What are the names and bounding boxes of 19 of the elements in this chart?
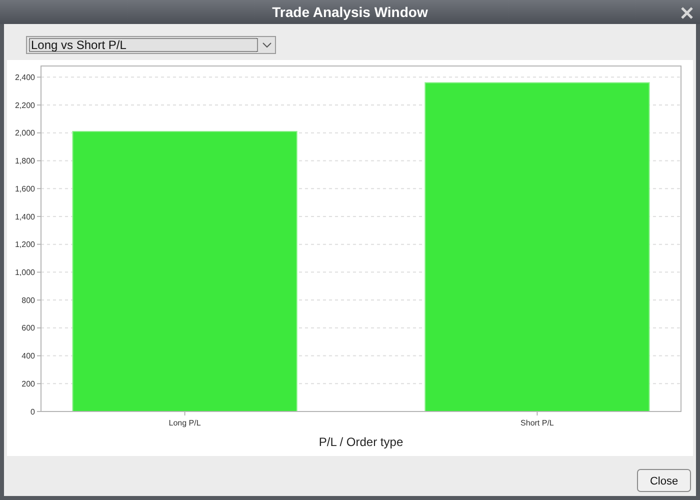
y-tick-label: 1,200: [14, 240, 36, 250]
x-tick-label: Short P/L: [520, 418, 554, 428]
y-tick-label: 1,800: [14, 156, 36, 166]
y-tick-label: 1,600: [14, 184, 36, 194]
chart-title: Trade Analysis Window: [272, 4, 428, 20]
y-tick-label: 2,000: [14, 128, 36, 138]
chart-subtitle: Long vs Short P/L: [31, 38, 127, 52]
y-tick-label: 200: [22, 379, 36, 388]
y-tick-label: 1,000: [14, 268, 36, 277]
y-tick-label: 400: [22, 352, 36, 361]
text: Close: [650, 476, 678, 488]
y-tick-label: 800: [22, 296, 36, 305]
y-tick-label: 1,400: [14, 212, 36, 222]
y-tick-label: 600: [22, 324, 36, 333]
y-tick-label: 2,200: [14, 100, 36, 110]
x-axis-title: P/L / Order type: [318, 435, 404, 449]
y-tick-label: 0: [30, 407, 36, 416]
y-tick-label: 2,400: [14, 72, 36, 82]
x-tick-label: Long P/L: [168, 418, 202, 428]
